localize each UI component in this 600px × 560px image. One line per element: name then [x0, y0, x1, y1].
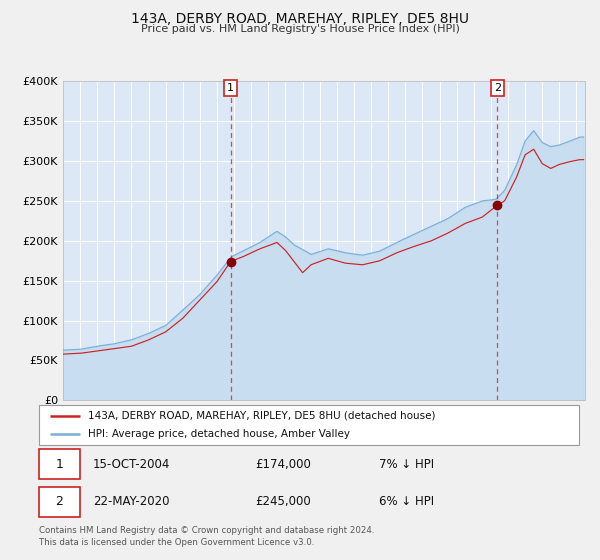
Text: £174,000: £174,000	[255, 458, 311, 470]
Text: 1: 1	[227, 83, 234, 93]
Text: This data is licensed under the Open Government Licence v3.0.: This data is licensed under the Open Gov…	[39, 538, 314, 547]
Text: 6% ↓ HPI: 6% ↓ HPI	[379, 496, 434, 508]
Text: Contains HM Land Registry data © Crown copyright and database right 2024.: Contains HM Land Registry data © Crown c…	[39, 526, 374, 535]
Text: 15-OCT-2004: 15-OCT-2004	[93, 458, 170, 470]
Text: HPI: Average price, detached house, Amber Valley: HPI: Average price, detached house, Ambe…	[88, 430, 350, 439]
Text: 7% ↓ HPI: 7% ↓ HPI	[379, 458, 434, 470]
FancyBboxPatch shape	[39, 487, 79, 516]
Text: 2: 2	[55, 496, 63, 508]
FancyBboxPatch shape	[39, 449, 79, 479]
Text: £245,000: £245,000	[255, 496, 311, 508]
Text: 1: 1	[55, 458, 63, 470]
Text: Price paid vs. HM Land Registry's House Price Index (HPI): Price paid vs. HM Land Registry's House …	[140, 24, 460, 34]
Text: 143A, DERBY ROAD, MAREHAY, RIPLEY, DE5 8HU (detached house): 143A, DERBY ROAD, MAREHAY, RIPLEY, DE5 8…	[88, 411, 435, 421]
Text: 143A, DERBY ROAD, MAREHAY, RIPLEY, DE5 8HU: 143A, DERBY ROAD, MAREHAY, RIPLEY, DE5 8…	[131, 12, 469, 26]
FancyBboxPatch shape	[39, 405, 579, 445]
Text: 22-MAY-2020: 22-MAY-2020	[93, 496, 170, 508]
Text: 2: 2	[494, 83, 501, 93]
